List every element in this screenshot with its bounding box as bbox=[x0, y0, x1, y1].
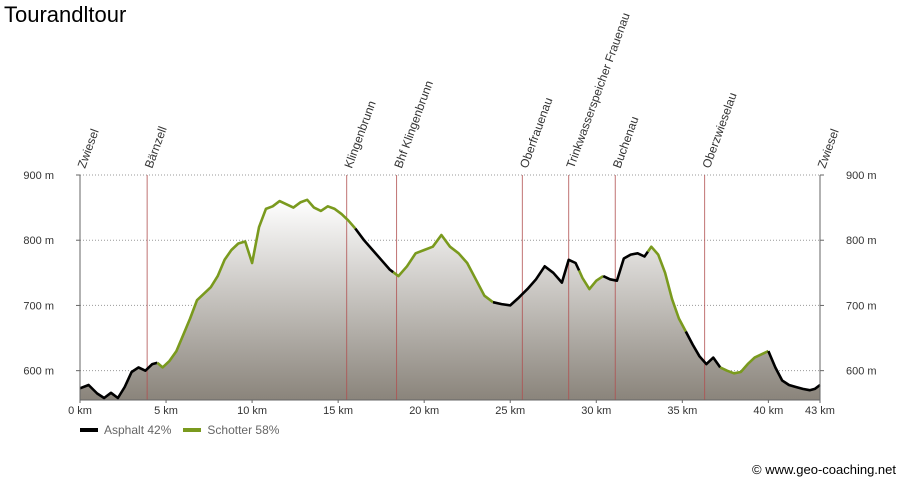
y-tick-label-right: 700 m bbox=[846, 300, 877, 312]
profile-segment-schotter bbox=[577, 269, 604, 291]
y-tick-label-right: 800 m bbox=[846, 235, 877, 247]
legend: Asphalt 42% Schotter 58% bbox=[80, 423, 291, 437]
place-label: Klingenbrunn bbox=[341, 99, 378, 170]
legend-swatch-schotter bbox=[183, 428, 202, 432]
profile-segment-asphalt bbox=[684, 330, 722, 369]
profile-lines-layer bbox=[79, 198, 821, 400]
legend-swatch-asphalt bbox=[80, 428, 98, 432]
profile-segment-schotter bbox=[646, 245, 687, 333]
place-labels-layer: Zwiesel Bärnzell Klingenbrunn Bhf Klingenbr… bbox=[75, 11, 842, 170]
x-tick-label: 10 km bbox=[237, 405, 267, 417]
elevation-area bbox=[80, 199, 820, 400]
legend-item-schotter: Schotter 58% bbox=[183, 423, 279, 437]
chart-title: Tourandltour bbox=[4, 2, 127, 27]
y-tick-label-right: 600 m bbox=[846, 366, 877, 378]
place-label: Bärnzell bbox=[142, 124, 170, 170]
legend-label-schotter: Schotter 58% bbox=[207, 423, 280, 437]
profile-segment-asphalt bbox=[354, 227, 394, 274]
x-axis-labels: 0 km 5 km 10 km 15 km 20 km 25 km 30 km 35 km 40… bbox=[68, 400, 835, 417]
y-axis-left-labels: 600 m 700 m 800 m 900 m bbox=[23, 170, 54, 378]
y-tick-label-left: 600 m bbox=[23, 366, 54, 378]
profile-segment-asphalt bbox=[492, 258, 581, 307]
place-label: Zwiesel bbox=[75, 127, 102, 170]
y-tick-label-left: 800 m bbox=[23, 235, 54, 247]
x-tick-label: 30 km bbox=[581, 405, 611, 417]
x-tick-label: 43 km bbox=[805, 405, 835, 417]
x-tick-label: 25 km bbox=[495, 405, 525, 417]
profile-segment-asphalt bbox=[767, 350, 821, 392]
x-tick-label: 15 km bbox=[323, 405, 353, 417]
credit-text: © www.geo-coaching.net bbox=[752, 462, 896, 477]
y-tick-label-left: 900 m bbox=[23, 170, 54, 182]
profile-segment-schotter bbox=[156, 198, 357, 369]
place-label: Zwiesel bbox=[815, 127, 842, 170]
profile-segment-asphalt bbox=[602, 250, 649, 282]
y-tick-label-left: 700 m bbox=[23, 300, 54, 312]
x-tick-label: 0 km bbox=[68, 405, 92, 417]
x-tick-label: 20 km bbox=[409, 405, 439, 417]
place-label: Buchenau bbox=[610, 114, 642, 170]
legend-item-asphalt: Asphalt 42% bbox=[80, 423, 171, 437]
place-label: Oberzwieselau bbox=[699, 91, 739, 170]
x-tick-label: 40 km bbox=[753, 405, 783, 417]
place-label: Bhf Klingenbrunn bbox=[391, 79, 436, 170]
profile-segment-schotter bbox=[392, 233, 494, 304]
profile-segment-schotter bbox=[719, 349, 769, 375]
profile-segment-asphalt bbox=[79, 361, 158, 400]
x-tick-label: 35 km bbox=[667, 405, 697, 417]
y-axis-right-labels: 600 m 700 m 800 m 900 m bbox=[846, 170, 877, 378]
axes-layer bbox=[79, 175, 821, 401]
legend-label-asphalt: Asphalt 42% bbox=[104, 423, 172, 437]
place-label: Oberfrauenau bbox=[517, 96, 555, 170]
y-tick-label-right: 900 m bbox=[846, 170, 877, 182]
x-tick-label: 5 km bbox=[154, 405, 178, 417]
